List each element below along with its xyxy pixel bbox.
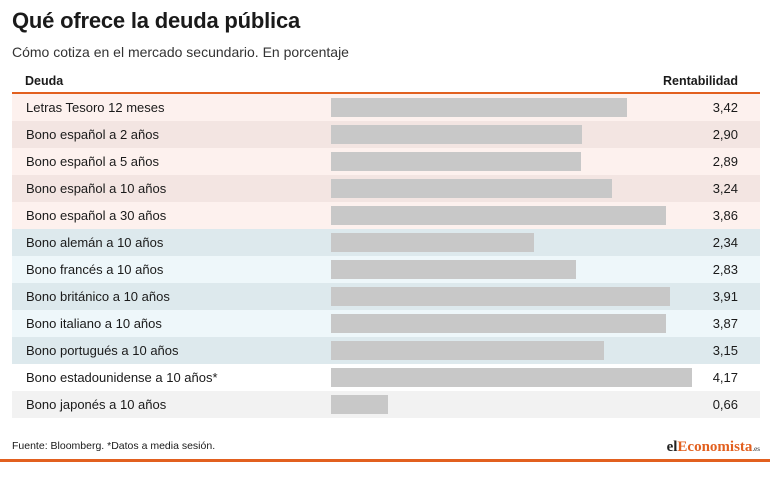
bar: [331, 98, 628, 117]
row-label: Bono japonés a 10 años: [26, 397, 167, 412]
chart-subtitle: Cómo cotiza en el mercado secundario. En…: [12, 44, 349, 60]
row-label: Bono portugués a 10 años: [26, 343, 179, 358]
row-label: Letras Tesoro 12 meses: [26, 100, 165, 115]
row-label: Bono español a 2 años: [26, 127, 159, 142]
bar: [331, 368, 693, 387]
table-row: Bono alemán a 10 años 2,34: [12, 229, 760, 256]
bar: [331, 260, 577, 279]
table-header: Deuda Rentabilidad: [12, 67, 760, 94]
source-note: Fuente: Bloomberg. *Datos a media sesión…: [12, 440, 216, 452]
bar: [331, 206, 666, 225]
row-label: Bono español a 10 años: [26, 181, 167, 196]
bar-table: Deuda Rentabilidad Letras Tesoro 12 mese…: [12, 67, 760, 418]
row-label: Bono español a 30 años: [26, 208, 167, 223]
table-row: Bono británico a 10 años 3,91: [12, 283, 760, 310]
table-row: Bono japonés a 10 años 0,66: [12, 391, 760, 418]
bar: [331, 152, 582, 171]
value-label: 2,83: [712, 262, 738, 277]
table-row: Letras Tesoro 12 meses 3,42: [12, 94, 760, 121]
value-label: 3,42: [712, 100, 738, 115]
brand-logo: elEconomista.es: [667, 439, 760, 456]
value-label: 4,17: [712, 370, 738, 385]
row-label: Bono italiano a 10 años: [26, 316, 162, 331]
value-label: 2,89: [712, 154, 738, 169]
table-row: Bono portugués a 10 años 3,15: [12, 337, 760, 364]
chart-title: Qué ofrece la deuda pública: [12, 8, 301, 33]
table-row: Bono español a 30 años 3,86: [12, 202, 760, 229]
value-label: 3,15: [712, 343, 738, 358]
bar: [331, 287, 670, 306]
value-label: 2,90: [712, 127, 738, 142]
header-name: Deuda: [25, 74, 64, 88]
value-label: 3,24: [712, 181, 738, 196]
row-label: Bono francés a 10 años: [26, 262, 164, 277]
table-row: Bono español a 2 años 2,90: [12, 121, 760, 148]
row-label: Bono español a 5 años: [26, 154, 159, 169]
value-label: 2,34: [712, 235, 738, 250]
row-label: Bono británico a 10 años: [26, 289, 170, 304]
table-row: Bono español a 10 años 3,24: [12, 175, 760, 202]
header-value: Rentabilidad: [662, 74, 738, 88]
brand-prefix: el: [666, 439, 678, 455]
footer-divider: [0, 459, 770, 462]
table-row: Bono francés a 10 años 2,83: [12, 256, 760, 283]
table-row: Bono italiano a 10 años 3,87: [12, 310, 760, 337]
value-label: 3,87: [712, 316, 738, 331]
bar: [331, 314, 667, 333]
brand-tld: .es: [752, 445, 760, 453]
bar: [331, 233, 534, 252]
bar: [331, 179, 612, 198]
bar: [331, 395, 389, 414]
value-label: 0,66: [712, 397, 738, 412]
table-row: Bono estadounidense a 10 años* 4,17: [12, 364, 760, 391]
row-label: Bono alemán a 10 años: [26, 235, 164, 250]
value-label: 3,86: [712, 208, 738, 223]
value-label: 3,91: [712, 289, 738, 304]
bar: [331, 341, 604, 360]
table-row: Bono español a 5 años 2,89: [12, 148, 760, 175]
table-rows: Letras Tesoro 12 meses 3,42 Bono español a…: [12, 94, 760, 418]
row-label: Bono estadounidense a 10 años*: [26, 370, 218, 385]
bar: [331, 125, 583, 144]
brand-accent: Economista: [677, 439, 753, 455]
